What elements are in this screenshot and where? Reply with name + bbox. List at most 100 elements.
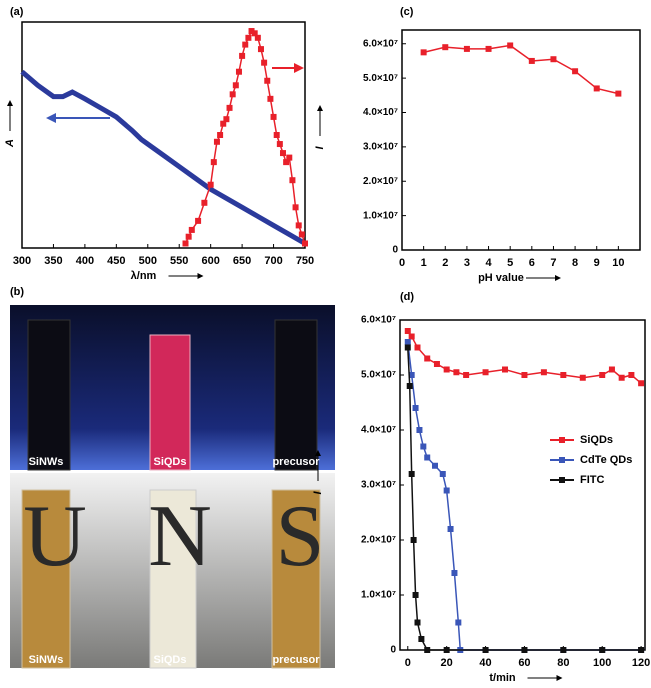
photo-letter: N xyxy=(148,488,212,585)
y-axis-label: A xyxy=(4,139,16,148)
x-tick-label: 7 xyxy=(550,257,556,269)
marker xyxy=(528,57,535,64)
marker xyxy=(550,56,557,63)
arrow-head xyxy=(317,105,323,111)
cuvette xyxy=(271,489,321,669)
arrow-head xyxy=(197,273,204,279)
cuvette xyxy=(27,319,71,471)
marker xyxy=(439,471,446,477)
marker xyxy=(443,487,450,494)
marker xyxy=(618,374,625,381)
cuvette xyxy=(149,489,197,669)
marker xyxy=(442,44,449,51)
marker xyxy=(302,240,308,247)
marker xyxy=(235,68,242,75)
marker xyxy=(298,231,305,238)
marker xyxy=(416,427,423,433)
marker xyxy=(404,328,411,334)
y-tick-label: 0 xyxy=(392,245,398,256)
series-line xyxy=(20,69,307,246)
marker xyxy=(195,217,202,224)
photo-label: precusor xyxy=(272,654,320,666)
marker xyxy=(453,369,460,376)
marker xyxy=(485,45,492,52)
x-tick-label: 120 xyxy=(632,657,650,669)
marker xyxy=(213,138,220,145)
marker xyxy=(447,526,454,532)
x-tick-label: 10 xyxy=(612,257,624,269)
marker xyxy=(502,366,508,373)
marker xyxy=(267,95,274,102)
photo-label: SiNWs xyxy=(29,456,64,468)
marker xyxy=(424,454,431,461)
marker xyxy=(270,113,277,120)
x-tick-label: 60 xyxy=(518,657,530,669)
marker xyxy=(264,77,271,84)
photo-label: precusor xyxy=(272,456,320,468)
x-tick-label: 100 xyxy=(593,657,611,669)
y-tick-label: 0 xyxy=(390,645,396,656)
marker xyxy=(455,619,462,626)
y-tick-label: 6.0×10⁷ xyxy=(361,315,396,326)
plot-frame xyxy=(21,21,306,249)
marker xyxy=(615,90,622,97)
arrow-head xyxy=(294,63,304,73)
x-tick-label: 4 xyxy=(485,257,492,269)
x-tick-label: 3 xyxy=(464,257,470,269)
marker xyxy=(414,344,421,351)
marker xyxy=(182,240,189,247)
x-tick-label: 550 xyxy=(170,255,188,267)
y-tick-label: 3.0×10⁷ xyxy=(361,480,396,491)
x-tick-label: 5 xyxy=(507,257,513,269)
marker xyxy=(572,68,579,75)
x-tick-label: 1 xyxy=(421,257,427,269)
panel-label: (d) xyxy=(400,291,414,303)
marker xyxy=(261,59,268,66)
panel-label: (a) xyxy=(10,6,24,18)
marker xyxy=(207,181,214,188)
y-tick-label: 2.0×10⁷ xyxy=(363,176,398,187)
marker xyxy=(482,369,489,376)
arrow-head xyxy=(555,275,561,281)
marker xyxy=(257,46,264,53)
y-tick-label: 5.0×10⁷ xyxy=(361,370,396,381)
marker xyxy=(188,226,195,233)
marker xyxy=(210,159,217,166)
x-tick-label: 0 xyxy=(405,657,411,669)
marker xyxy=(226,104,233,111)
x-tick-label: 8 xyxy=(572,257,578,269)
marker xyxy=(599,647,606,653)
marker xyxy=(254,34,261,41)
marker xyxy=(414,619,421,626)
marker xyxy=(408,471,415,477)
x-tick-label: 300 xyxy=(13,255,31,267)
y-tick-label: 1.0×10⁷ xyxy=(361,590,396,601)
marker xyxy=(579,374,586,381)
marker xyxy=(608,366,615,373)
cuvette xyxy=(21,489,71,669)
y-tick-label: 6.0×10⁷ xyxy=(363,38,398,49)
x-axis-label: t/min xyxy=(489,672,516,683)
legend-marker xyxy=(559,477,565,483)
annotations xyxy=(46,63,304,123)
arrow-head xyxy=(556,675,563,681)
x-tick-label: 20 xyxy=(441,657,453,669)
marker xyxy=(463,372,470,378)
x-tick-label: 450 xyxy=(107,255,125,267)
marker xyxy=(412,405,419,411)
marker xyxy=(289,177,296,184)
marker xyxy=(292,204,299,211)
marker xyxy=(286,154,293,161)
marker xyxy=(432,462,438,469)
marker xyxy=(540,369,547,376)
marker xyxy=(424,355,431,362)
marker xyxy=(560,372,567,378)
photo-label: SiQDs xyxy=(153,654,186,666)
marker xyxy=(201,199,208,206)
marker xyxy=(232,82,239,89)
photo-letter: S xyxy=(276,488,325,585)
legend-label: FITC xyxy=(580,474,604,486)
marker xyxy=(223,116,230,123)
x-tick-label: 350 xyxy=(44,255,62,267)
